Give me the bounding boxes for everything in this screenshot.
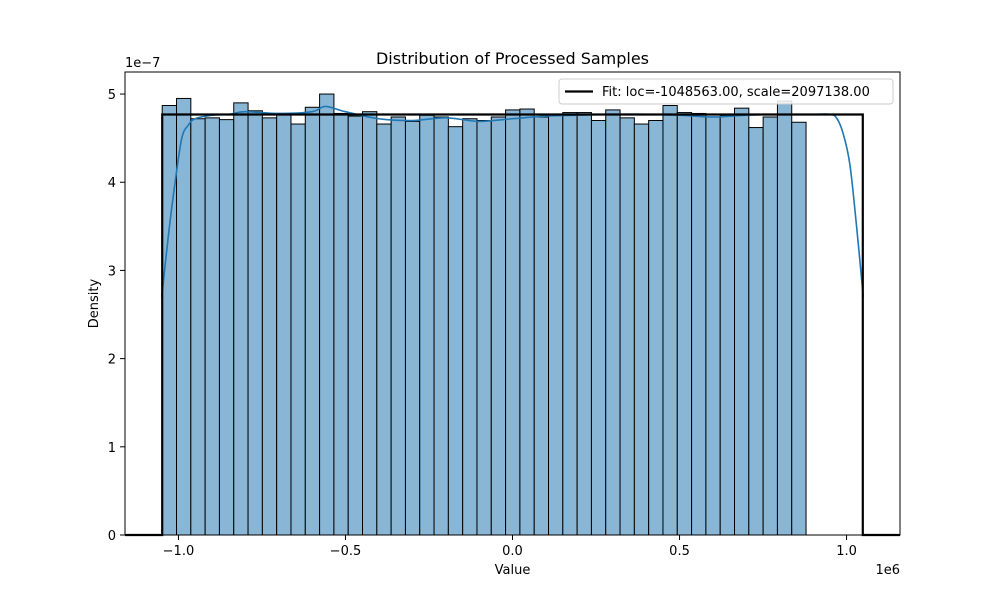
histogram-bar xyxy=(390,116,406,536)
histogram-bar xyxy=(462,118,478,536)
x-axis-label: Value xyxy=(495,563,531,578)
histogram-bar xyxy=(533,116,550,536)
histogram-bar xyxy=(648,120,664,536)
y-tick-label: 2 xyxy=(108,353,116,368)
histogram-bar xyxy=(433,116,449,536)
chart-title: Distribution of Processed Samples xyxy=(376,49,649,68)
histogram-bars xyxy=(161,93,807,536)
y-tick-label: 5 xyxy=(108,88,116,103)
x-tick-label: −0.5 xyxy=(330,544,362,559)
x-axis-offset-text: 1e6 xyxy=(875,563,900,578)
histogram-bar xyxy=(719,115,736,536)
y-axis-label: Density xyxy=(87,278,102,328)
y-tick-label: 4 xyxy=(108,176,116,191)
legend: Fit: loc=-1048563.00, scale=2097138.00 xyxy=(558,78,894,105)
histogram-bar xyxy=(204,117,220,536)
x-tick-label: −1.0 xyxy=(163,544,195,559)
y-tick-label: 1 xyxy=(108,441,116,456)
histogram-bar xyxy=(247,110,263,536)
y-axis-offset-text: 1e−7 xyxy=(125,56,160,71)
histogram-bar xyxy=(576,112,592,536)
histogram-bar xyxy=(304,106,321,536)
histogram-bar xyxy=(762,116,778,536)
histogram-bar xyxy=(419,114,435,536)
histogram-bar xyxy=(290,123,306,536)
legend-box xyxy=(558,78,894,105)
histogram-bar xyxy=(319,93,335,536)
histogram-bar xyxy=(505,109,521,536)
histogram-bar xyxy=(562,112,578,536)
y-tick-label: 0 xyxy=(108,529,116,544)
histogram-bar xyxy=(705,116,721,536)
histogram-bar xyxy=(176,97,192,536)
histogram-bar xyxy=(161,105,178,536)
histogram-bar xyxy=(404,120,421,536)
histogram-bar xyxy=(362,111,378,536)
histogram-bar xyxy=(605,109,621,536)
x-tick-label: 1.0 xyxy=(836,544,857,559)
histogram-bar xyxy=(662,105,678,536)
x-tick-label: 0.0 xyxy=(502,544,523,559)
histogram-bar xyxy=(233,102,249,536)
histogram-bar xyxy=(476,120,492,536)
legend-fit-label: Fit: loc=-1048563.00, scale=2097138.00 xyxy=(602,85,870,100)
histogram-bar xyxy=(619,117,635,536)
histogram-bar xyxy=(218,119,235,536)
histogram-bar xyxy=(676,112,693,536)
x-axis: −1.0 −0.5 0.0 0.5 1.0 xyxy=(163,535,857,559)
histogram-bar xyxy=(791,121,807,536)
histogram-bar xyxy=(590,120,607,536)
y-axis: 0 1 2 3 4 5 xyxy=(108,88,125,544)
histogram-bar xyxy=(347,115,364,536)
histogram-bar xyxy=(691,112,707,536)
histogram-bar xyxy=(261,117,278,536)
histogram-bar xyxy=(333,112,349,536)
histogram-bar xyxy=(190,118,206,536)
histogram-bar xyxy=(276,112,292,536)
y-tick-label: 3 xyxy=(108,264,116,279)
x-tick-label: 0.5 xyxy=(669,544,690,559)
histogram-bar xyxy=(776,100,793,536)
histogram-bar xyxy=(519,108,535,536)
histogram-bar xyxy=(490,116,507,536)
histogram-bar xyxy=(548,113,564,536)
histogram-bar xyxy=(376,123,392,536)
histogram-bar xyxy=(633,123,650,536)
histogram-bar xyxy=(734,107,750,536)
histogram-bar xyxy=(447,126,464,536)
histogram-bar xyxy=(748,127,764,536)
